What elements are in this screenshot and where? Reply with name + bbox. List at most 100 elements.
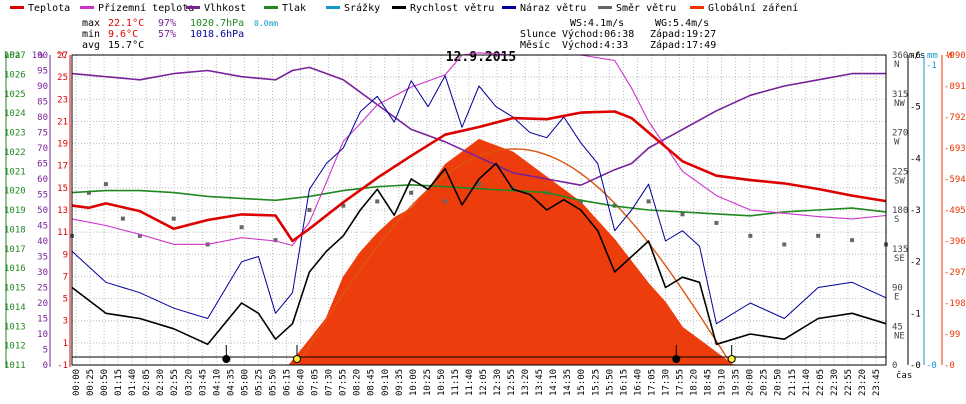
direction-point xyxy=(646,199,651,204)
legend-tlak-swatch xyxy=(264,6,278,9)
line-naraz xyxy=(71,75,887,325)
legend-prizemni-swatch xyxy=(80,6,94,9)
tick-dir-name: NW xyxy=(894,99,905,109)
x-tick-label: 10:50 xyxy=(437,369,447,396)
tick-dir: 180 xyxy=(892,206,908,216)
direction-point xyxy=(171,216,176,221)
info-wg: WG:5.4m/s xyxy=(655,18,709,29)
x-tick-label: 01:15 xyxy=(114,369,124,396)
tick-pct: 95 xyxy=(37,67,48,77)
tick-pct: 85 xyxy=(37,98,48,108)
stats-min-temp: 9.6°C xyxy=(108,29,138,40)
tick-hpa: 1021 xyxy=(4,167,26,177)
direction-point xyxy=(714,220,719,225)
x-tick-label: 15:00 xyxy=(577,369,587,396)
tick-mm: -1 xyxy=(926,61,937,71)
tick-pct: 25 xyxy=(37,284,48,294)
direction-point xyxy=(443,199,448,204)
x-tick-label: 18:20 xyxy=(690,369,700,396)
x-tick-label: 21:40 xyxy=(802,369,812,396)
tick-degc: 9 xyxy=(63,250,68,260)
x-tick-label: 15:25 xyxy=(591,369,601,396)
x-tick-label: 00:25 xyxy=(86,369,96,396)
tick-w: -594 xyxy=(944,175,966,185)
x-tick-label: 14:35 xyxy=(563,369,573,396)
tick-w: -891 xyxy=(944,82,966,92)
x-tick-label: 12:05 xyxy=(479,369,489,396)
tick-pct: 15 xyxy=(37,315,48,325)
tick-degc: 17 xyxy=(57,162,68,172)
stats-max-rain: 0.0mm xyxy=(254,19,278,28)
tick-degc: 7 xyxy=(63,272,68,282)
chart-title: 12.9.2015 xyxy=(446,50,516,65)
tick-hpa: 1011 xyxy=(4,361,26,371)
tick-hpa: 1013 xyxy=(4,322,26,332)
tick-w: -396 xyxy=(944,237,966,247)
x-tick-label: 17:55 xyxy=(675,369,685,396)
tick-dir: 45 xyxy=(892,322,903,332)
x-tick-label: 00:50 xyxy=(100,369,110,396)
x-tick-label: 04:10 xyxy=(212,369,222,396)
x-tick-label: 09:10 xyxy=(381,369,391,396)
tick-pct: 30 xyxy=(37,268,48,278)
sun-curve xyxy=(296,148,733,366)
tick-ms: -5 xyxy=(910,103,921,113)
sunrise-marker xyxy=(292,355,301,363)
moon-rise-marker xyxy=(222,355,231,363)
tick-w: -495 xyxy=(944,206,966,216)
x-tick-label: 11:15 xyxy=(451,369,461,396)
x-tick-label: 21:15 xyxy=(788,369,798,396)
x-tick-label: 23:20 xyxy=(858,369,868,396)
tick-pct: 80 xyxy=(37,113,48,123)
tick-dir: 135 xyxy=(892,245,908,255)
legend-srazky-swatch xyxy=(326,6,340,9)
series-lines xyxy=(71,52,887,346)
line-prizemni xyxy=(71,52,887,246)
stats-block: max 22.1°C 97% 1020.7hPa 0.0mm min 9.6°C… xyxy=(82,18,278,51)
stats-min-humidity: 57% xyxy=(158,29,176,40)
tick-hpa: 1014 xyxy=(4,303,26,313)
tick-dir-name: SE xyxy=(894,254,905,264)
stats-max-pressure: 1020.7hPa xyxy=(190,18,244,29)
legend-vlhkost: Vlhkost xyxy=(204,3,246,14)
tick-pct: 35 xyxy=(37,253,48,263)
x-tick-label: 10:25 xyxy=(423,369,433,396)
stats-min-label: min xyxy=(82,29,100,40)
tick-dir: 360 xyxy=(892,51,908,61)
legend-rychlost-swatch xyxy=(392,6,406,9)
stats-max-humidity: 97% xyxy=(158,18,176,29)
info-mesic: Měsíc xyxy=(520,39,550,51)
tick-dir-name: E xyxy=(894,293,899,303)
tick-ms: -3 xyxy=(910,206,921,216)
axis-head-w: W xyxy=(947,51,953,61)
tick-w: -693 xyxy=(944,144,966,154)
x-tick-label: 03:45 xyxy=(198,369,208,396)
direction-point xyxy=(748,233,753,238)
tick-hpa: 1022 xyxy=(4,148,26,158)
line-rychlost xyxy=(71,162,887,346)
x-tick-label: 09:35 xyxy=(395,369,405,396)
tick-hpa: 1012 xyxy=(4,342,26,352)
x-tick-label: 06:40 xyxy=(297,369,307,396)
tick-degc: 5 xyxy=(63,295,68,305)
x-tick-label: 16:15 xyxy=(619,369,629,396)
tick-hpa: 1015 xyxy=(4,284,26,294)
x-tick-label: 19:10 xyxy=(718,369,728,396)
tick-w: -297 xyxy=(944,268,966,278)
legend-smer: Směr větru xyxy=(616,2,676,14)
direction-point xyxy=(103,182,108,187)
x-tick-label: 10:00 xyxy=(409,369,419,396)
direction-point xyxy=(137,233,142,238)
tick-w: -198 xyxy=(944,299,966,309)
stats-avg-temp: 15.7°C xyxy=(108,40,144,51)
legend-zareni-swatch xyxy=(690,6,704,9)
direction-point xyxy=(239,225,244,230)
tick-hpa: 1019 xyxy=(4,206,26,216)
x-tick-label: 16:40 xyxy=(633,369,643,396)
direction-point xyxy=(86,190,91,195)
tick-pct: 20 xyxy=(37,299,48,309)
direction-point xyxy=(341,203,346,208)
x-tick-label: 12:55 xyxy=(507,369,517,396)
x-tick-label: 05:00 xyxy=(240,369,250,396)
direction-point xyxy=(578,199,583,204)
